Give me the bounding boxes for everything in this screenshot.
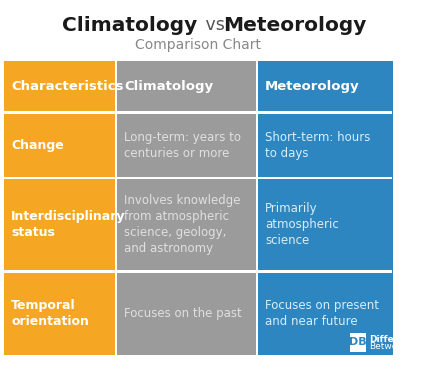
Text: Meteorology: Meteorology [223,16,366,35]
Text: Long-term: years to
centuries or more: Long-term: years to centuries or more [124,131,240,160]
Text: Difference: Difference [369,335,422,344]
FancyBboxPatch shape [258,178,392,271]
Text: vs: vs [199,16,229,34]
Text: Primarily
atmospheric
science: Primarily atmospheric science [264,202,338,248]
Text: Climatology: Climatology [124,80,213,93]
FancyBboxPatch shape [115,61,116,355]
FancyBboxPatch shape [4,270,391,273]
FancyBboxPatch shape [349,334,366,352]
Text: Involves knowledge
from atmospheric
science, geology,
and astronomy: Involves knowledge from atmospheric scie… [124,194,240,255]
Text: DB: DB [348,337,366,348]
Text: Focuses on the past: Focuses on the past [124,307,241,320]
Text: Meteorology: Meteorology [264,80,359,93]
Text: Characteristics: Characteristics [11,80,123,93]
FancyBboxPatch shape [4,113,115,178]
Text: Climatology: Climatology [62,16,197,35]
Text: Between.net: Between.net [369,343,426,352]
Text: Temporal
orientation: Temporal orientation [11,299,89,328]
FancyBboxPatch shape [4,271,115,355]
FancyBboxPatch shape [4,61,115,113]
FancyBboxPatch shape [258,113,392,178]
FancyBboxPatch shape [4,111,391,114]
FancyBboxPatch shape [117,271,255,355]
FancyBboxPatch shape [4,177,391,179]
FancyBboxPatch shape [255,61,257,355]
FancyBboxPatch shape [258,61,392,113]
FancyBboxPatch shape [117,178,255,271]
FancyBboxPatch shape [117,61,255,113]
FancyBboxPatch shape [4,178,115,271]
FancyBboxPatch shape [117,113,255,178]
Text: Focuses on present
and near future: Focuses on present and near future [264,299,378,328]
FancyBboxPatch shape [258,271,392,355]
Text: Change: Change [11,139,64,152]
Text: Short-term: hours
to days: Short-term: hours to days [264,131,370,160]
Text: Comparison Chart: Comparison Chart [134,38,260,52]
Text: Interdisciplinary
status: Interdisciplinary status [11,210,125,239]
